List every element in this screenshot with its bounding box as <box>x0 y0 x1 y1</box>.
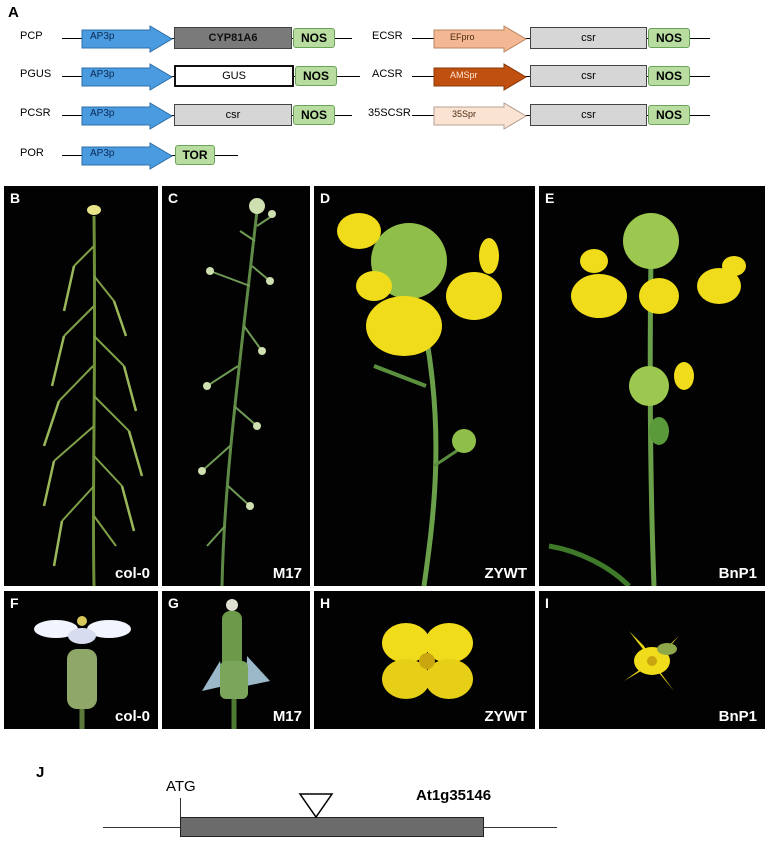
panel-j-letter: J <box>36 764 45 781</box>
nos-terminator: NOS <box>648 105 690 125</box>
promoter-arrow <box>433 102 527 130</box>
flower-illustration <box>624 631 679 691</box>
construct-name-35scsr: 35SCSR <box>368 107 411 119</box>
panel-caption: col-0 <box>114 708 150 725</box>
photo-panel-g: G M17 <box>162 591 310 729</box>
panel-caption: col-0 <box>114 565 150 582</box>
panel-label: C <box>168 190 179 206</box>
flower-illustration <box>34 616 131 729</box>
promoter-arrow <box>81 142 173 170</box>
nos-terminator: NOS <box>293 28 335 48</box>
promoter-label: AP3p <box>90 108 115 119</box>
gene-box-csr: csr <box>530 27 647 49</box>
tdna-insertion-triangle <box>298 793 334 819</box>
promoter-label: AP3p <box>90 31 115 42</box>
plant-illustration <box>548 213 746 586</box>
panel-caption: M17 <box>272 565 302 582</box>
plant-illustration <box>337 213 502 586</box>
photo-panel-h: H ZYWT <box>314 591 535 729</box>
photo-panel-i: I BnP1 <box>539 591 765 729</box>
promoter-label: EFpro <box>450 32 475 42</box>
promoter-label: 35Spr <box>452 109 477 119</box>
photo-panel-f: F col-0 <box>4 591 158 729</box>
promoter-label: AMSpr <box>450 70 478 80</box>
panel-label: H <box>320 595 331 611</box>
plant-illustration <box>42 205 144 586</box>
tor-terminator: TOR <box>175 145 215 165</box>
panel-label: D <box>320 190 331 206</box>
gene-box-gus: GUS <box>174 65 294 87</box>
atg-label: ATG <box>166 778 196 795</box>
promoter-label: AP3p <box>90 148 115 159</box>
nos-terminator: NOS <box>648 66 690 86</box>
gene-box-csr: csr <box>174 104 292 126</box>
construct-name-pgus: PGUS <box>20 68 52 80</box>
photo-panel-d: D ZYWT <box>314 186 535 586</box>
nos-terminator: NOS <box>293 105 335 125</box>
promoter-arrow <box>433 25 527 53</box>
promoter-arrow <box>81 63 173 91</box>
photo-panel-e: E BnP1 <box>539 186 765 586</box>
construct-name-pcsr: PCSR <box>20 107 51 119</box>
gene-id-label: At1g35146 <box>416 787 492 804</box>
photo-panel-c: C M17 <box>162 186 310 586</box>
promoter-label: AP3p <box>90 69 115 80</box>
panel-a-letter: A <box>8 4 19 21</box>
gene-body-box <box>180 817 484 837</box>
flower-illustration <box>382 623 473 699</box>
panel-caption: BnP1 <box>718 708 757 725</box>
promoter-arrow <box>433 63 527 91</box>
construct-name-por: POR <box>20 147 44 159</box>
panel-label: G <box>168 595 179 611</box>
gene-box-csr: csr <box>530 65 647 87</box>
photo-panel-b: B col-0 <box>4 186 158 586</box>
construct-name-ecsr: ECSR <box>372 30 403 42</box>
construct-name-pcp: PCP <box>20 30 43 42</box>
panel-caption: BnP1 <box>718 565 757 582</box>
panel-caption: ZYWT <box>484 708 528 725</box>
panel-label: F <box>10 595 19 611</box>
panel-label: E <box>545 190 555 206</box>
construct-name-acsr: ACSR <box>372 68 403 80</box>
flower-illustration <box>202 599 270 729</box>
promoter-arrow <box>81 25 173 53</box>
panel-caption: M17 <box>272 708 302 725</box>
gene-box-cyp81a6: CYP81A6 <box>174 27 292 49</box>
atg-tick <box>180 798 181 818</box>
plant-illustration <box>198 198 276 586</box>
panel-caption: ZYWT <box>484 565 528 582</box>
promoter-arrow <box>81 102 173 130</box>
gene-box-csr: csr <box>530 104 647 126</box>
nos-terminator: NOS <box>648 28 690 48</box>
nos-terminator: NOS <box>295 66 337 86</box>
panel-label: B <box>10 190 21 206</box>
panel-label: I <box>545 595 549 611</box>
